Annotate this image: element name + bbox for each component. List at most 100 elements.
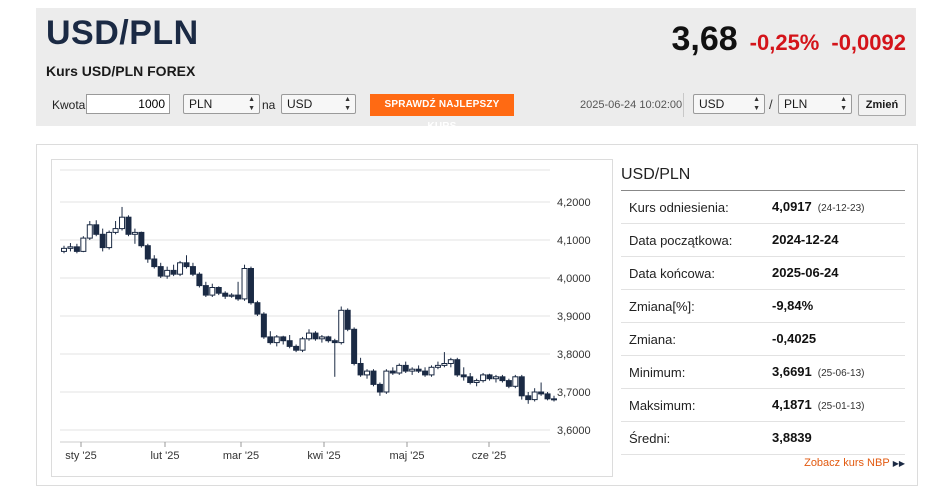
divider [683,93,684,117]
from-currency-value: PLN [189,97,213,111]
candle [409,367,416,375]
candle [247,266,254,305]
y-tick-label: 4,1000 [557,235,591,247]
candle [138,231,145,248]
y-tick-label: 4,2000 [557,197,591,209]
price-chart-svg: 4,2000 4,1000 4,0000 3,9000 3,8000 3,7000 3,60… [60,169,591,462]
candle [228,293,235,298]
stats-label: Zmiana: [629,332,676,347]
from-currency-select[interactable]: PLN ▲ ▼ [183,94,260,114]
x-tick-label: maj '25 [389,450,424,462]
stats-row: Kurs odniesienia: 4,0917 (24-12-23) [621,191,905,224]
stats-value-text: 4,0917 [772,199,812,214]
candle [189,262,196,277]
chart-panel: 4,2000 4,1000 4,0000 3,9000 3,8000 3,7000 3,60… [36,144,918,486]
candle [467,373,474,385]
candle [351,327,358,366]
candle [80,236,87,253]
stats-label: Zmiana[%]: [629,299,695,314]
rate-summary: 3,68 -0,25% -0,0092 [671,20,906,59]
candle [254,300,261,316]
candle [441,352,448,368]
candle [164,266,171,279]
candle [370,369,377,387]
candle [157,262,164,278]
candle [447,357,454,368]
candle [396,363,403,375]
candle [144,243,151,263]
x-tick-label: lut '25 [150,450,179,462]
stats-value-text: 2025-06-24 [772,265,839,280]
stats-value-text: -0,4025 [772,331,817,346]
amount-input[interactable] [86,94,170,114]
y-tick-label: 3,7000 [557,387,591,399]
candle [222,291,229,299]
price-chart[interactable]: 4,2000 4,1000 4,0000 3,9000 3,8000 3,7000 3,60… [51,159,613,477]
candle [434,361,441,370]
pair-subtitle: Kurs USD/PLN FOREX [46,63,196,79]
to-currency-select[interactable]: USD ▲ ▼ [281,94,356,114]
quote-currency-select[interactable]: PLN ▲ ▼ [778,94,852,114]
candle [357,357,364,377]
candle [112,221,119,235]
candle [499,374,506,383]
candle [531,388,538,402]
candle [402,361,409,373]
candle [99,228,106,252]
stats-value: 2024-12-24 [772,232,839,247]
best-rate-button[interactable]: SPRAWDŹ NAJLEPSZY KURS [370,94,514,132]
x-tick-label: kwi '25 [307,450,340,462]
stats-date: (25-01-13) [817,401,865,412]
candle [505,378,512,389]
x-tick-label: sty '25 [65,450,96,462]
candle [202,281,209,297]
stats-label: Średni: [629,431,671,446]
stats-date: (25-06-13) [817,368,865,379]
candle [460,367,467,381]
candle [376,382,383,396]
candle [61,245,67,254]
change-pair-button[interactable]: Zmień [858,94,906,116]
candle [241,264,248,301]
candle [422,367,429,377]
base-currency-select[interactable]: USD ▲ ▼ [693,94,765,114]
select-arrows-icon: ▲ ▼ [248,96,255,112]
stats-row: Data końcowa: 2025-06-24 [621,257,905,290]
candle [344,308,351,332]
candle [525,392,532,404]
candle [286,335,293,349]
candle [196,272,203,288]
candle [306,329,312,341]
candle [235,281,242,301]
candle [389,367,396,375]
nbp-rate-link[interactable]: Zobacz kurs NBP ▶▶ [804,457,905,469]
stats-date: (24-12-23) [817,203,865,214]
stats-label: Maksimum: [629,398,696,413]
candle [473,378,480,387]
stats-row: Zmiana[%]: -9,84% [621,290,905,323]
pair-title: USD/PLN [46,14,199,52]
candle [518,374,525,400]
stats-value-text: 3,8839 [772,430,812,445]
candle [325,335,332,343]
candle [293,344,300,353]
base-currency-value: USD [699,97,725,111]
candle [415,365,422,373]
candle [67,243,74,252]
stats-value-text: 3,6691 [772,364,812,379]
stats-value: 3,8839 [772,430,812,445]
stats-row: Data początkowa: 2024-12-24 [621,224,905,257]
candle [183,255,190,269]
amount-label: Kwota [52,98,86,112]
candle [106,230,113,250]
pair-separator: / [769,97,773,112]
x-tick-label: cze '25 [472,450,507,462]
stats-value-text: 2024-12-24 [772,232,839,247]
candle [486,373,493,381]
candle [538,382,545,396]
stats-value: 4,1871 (25-01-13) [772,397,864,412]
stats-row: Średni: 3,8839 [621,422,905,455]
candle [318,335,325,343]
stats-label: Kurs odniesienia: [629,200,729,215]
change-percent: -0,25% [749,30,820,55]
